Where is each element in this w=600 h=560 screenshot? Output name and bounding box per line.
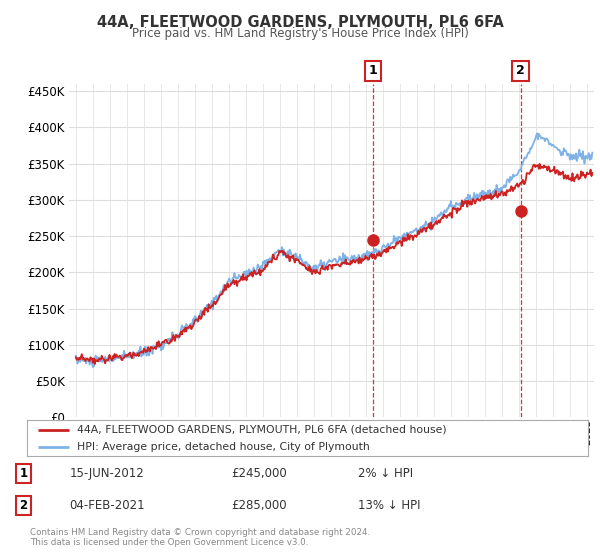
- Text: 04-FEB-2021: 04-FEB-2021: [70, 499, 145, 512]
- Text: 2: 2: [516, 64, 525, 77]
- Text: 15-JUN-2012: 15-JUN-2012: [70, 467, 145, 480]
- Text: 44A, FLEETWOOD GARDENS, PLYMOUTH, PL6 6FA (detached house): 44A, FLEETWOOD GARDENS, PLYMOUTH, PL6 6F…: [77, 425, 447, 435]
- Text: £285,000: £285,000: [231, 499, 287, 512]
- Text: 13% ↓ HPI: 13% ↓ HPI: [358, 499, 420, 512]
- Text: 2% ↓ HPI: 2% ↓ HPI: [358, 467, 413, 480]
- Text: 2: 2: [19, 499, 28, 512]
- Text: Price paid vs. HM Land Registry's House Price Index (HPI): Price paid vs. HM Land Registry's House …: [131, 27, 469, 40]
- Text: 1: 1: [19, 467, 28, 480]
- Text: 1: 1: [369, 64, 377, 77]
- Text: 44A, FLEETWOOD GARDENS, PLYMOUTH, PL6 6FA: 44A, FLEETWOOD GARDENS, PLYMOUTH, PL6 6F…: [97, 15, 503, 30]
- Text: £245,000: £245,000: [231, 467, 287, 480]
- Text: Contains HM Land Registry data © Crown copyright and database right 2024.
This d: Contains HM Land Registry data © Crown c…: [30, 528, 370, 547]
- Text: HPI: Average price, detached house, City of Plymouth: HPI: Average price, detached house, City…: [77, 442, 370, 451]
